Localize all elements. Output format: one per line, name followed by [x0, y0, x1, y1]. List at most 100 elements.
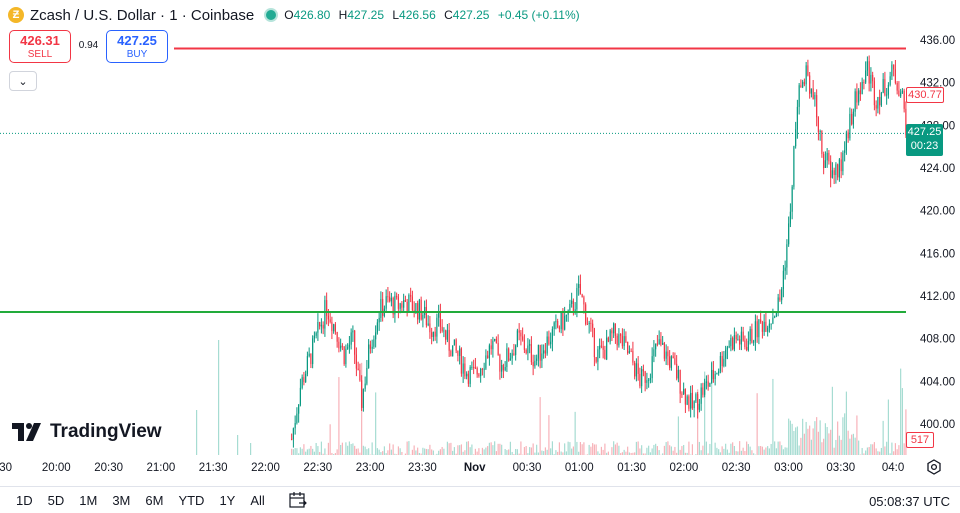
- buy-button[interactable]: 427.25 BUY: [106, 30, 168, 63]
- range-1m-button[interactable]: 1M: [79, 492, 98, 508]
- candle-body: [408, 294, 410, 313]
- volume-bar: [586, 454, 588, 455]
- candle-body: [457, 350, 459, 356]
- volume-bar: [872, 444, 874, 455]
- utc-clock[interactable]: 05:08:37 UTC: [869, 494, 950, 509]
- volume-bar: [473, 454, 475, 455]
- volume-bar: [798, 445, 800, 455]
- candle-body: [534, 360, 536, 367]
- volume-bar: [550, 448, 552, 455]
- candle-body: [852, 111, 854, 125]
- volume-bar: [303, 444, 305, 455]
- volume-bar: [557, 451, 559, 455]
- range-5d-button[interactable]: 5D: [47, 492, 65, 508]
- candle-body: [522, 336, 524, 340]
- candle-body: [744, 340, 746, 347]
- tradingview-logo[interactable]: TradingView: [12, 421, 162, 443]
- volume-bar: [816, 417, 818, 455]
- volume-bar: [324, 448, 326, 455]
- volume-bar: [784, 447, 786, 455]
- candle-body: [714, 373, 716, 380]
- volume-bar: [653, 444, 655, 455]
- volume-bar: [588, 444, 590, 455]
- volume-bar: [847, 430, 849, 455]
- candle-body: [420, 299, 422, 320]
- range-all-button[interactable]: All: [250, 492, 265, 508]
- candle-body: [427, 323, 429, 326]
- candle-body: [767, 327, 769, 332]
- candle-body: [630, 351, 632, 353]
- symbol-title[interactable]: Zcash / U.S. Dollar · 1 · Coinbase: [30, 6, 255, 24]
- candle-body: [753, 341, 755, 343]
- volume-bar: [357, 448, 359, 455]
- price-axis[interactable]: 436.00432.00428.00424.00420.00416.00412.…: [920, 35, 955, 431]
- volume-bar: [788, 418, 790, 455]
- volume-bar: [469, 447, 471, 455]
- volume-bar: [525, 446, 527, 455]
- y-tick-label: 432.00: [920, 78, 955, 90]
- volume-bar: [751, 450, 753, 455]
- volume-bar: [663, 445, 665, 455]
- range-6m-button[interactable]: 6M: [145, 492, 164, 508]
- volume-bar: [291, 448, 293, 455]
- volume-bar: [628, 452, 630, 455]
- candle-body: [653, 349, 655, 357]
- volume-bar: [803, 433, 805, 455]
- calendar-icon[interactable]: [289, 492, 307, 508]
- x-tick-label: 23:30: [408, 462, 437, 474]
- high-label: H: [338, 8, 348, 22]
- volume-bar: [795, 427, 797, 455]
- ohlc-values: O426.80 H427.25 L426.56 C427.25 +0.45 (+…: [284, 8, 579, 22]
- time-axis[interactable]: :30 20:00 20:30 21:00 21:30 22:00 22:30 23:00 23…: [0, 462, 904, 474]
- volume-bar: [319, 451, 321, 455]
- candle-body: [789, 211, 791, 224]
- sell-button[interactable]: 426.31 SELL: [9, 30, 71, 63]
- volume-bar: [574, 411, 576, 455]
- volume-bar: [877, 451, 879, 455]
- candle-body: [490, 345, 492, 350]
- y-tick-label: 400.00: [920, 419, 955, 431]
- range-1d-button[interactable]: 1D: [16, 492, 33, 508]
- candle-body: [681, 393, 683, 395]
- candle-body: [844, 150, 846, 153]
- volume-bar: [427, 449, 429, 455]
- candle-body: [415, 303, 417, 312]
- candle-body: [555, 320, 557, 323]
- volume-tag: 517: [906, 432, 934, 448]
- y-tick-label: 424.00: [920, 163, 955, 175]
- candle-body: [905, 108, 907, 136]
- volume-bar: [672, 450, 674, 455]
- volume-bar: [842, 417, 844, 455]
- candle-body: [497, 343, 499, 355]
- range-ytd-button[interactable]: YTD: [178, 492, 205, 508]
- candle-body: [833, 170, 835, 176]
- candle-body: [312, 338, 314, 365]
- volume-bar: [618, 445, 620, 455]
- volume-bar: [347, 445, 349, 455]
- candle-body: [320, 324, 322, 327]
- candle-body: [704, 382, 706, 395]
- volume-bar: [620, 453, 622, 455]
- volume-bar: [516, 449, 518, 455]
- volume-bar: [674, 446, 676, 455]
- candle-body: [635, 363, 637, 377]
- candle-body: [747, 340, 749, 351]
- x-tick-label: 01:30: [617, 462, 646, 474]
- range-1y-button[interactable]: 1Y: [219, 492, 236, 508]
- collapse-button[interactable]: ⌄: [9, 71, 37, 91]
- range-3m-button[interactable]: 3M: [112, 492, 131, 508]
- volume-bar: [420, 453, 422, 455]
- candle-body: [551, 328, 553, 342]
- candle-body: [851, 113, 853, 125]
- volume-bar: [835, 439, 837, 455]
- tradingview-logo-icon: [12, 423, 41, 441]
- candle-body: [614, 323, 616, 336]
- price-chart[interactable]: 436.00432.00428.00424.00420.00416.00412.…: [0, 0, 960, 486]
- candle-body: [719, 356, 721, 372]
- candle-body: [810, 88, 812, 94]
- candle-body: [565, 314, 567, 316]
- candle-body: [313, 335, 315, 339]
- candle-body: [445, 330, 447, 340]
- candle-body: [481, 368, 483, 370]
- gear-icon[interactable]: [926, 459, 942, 475]
